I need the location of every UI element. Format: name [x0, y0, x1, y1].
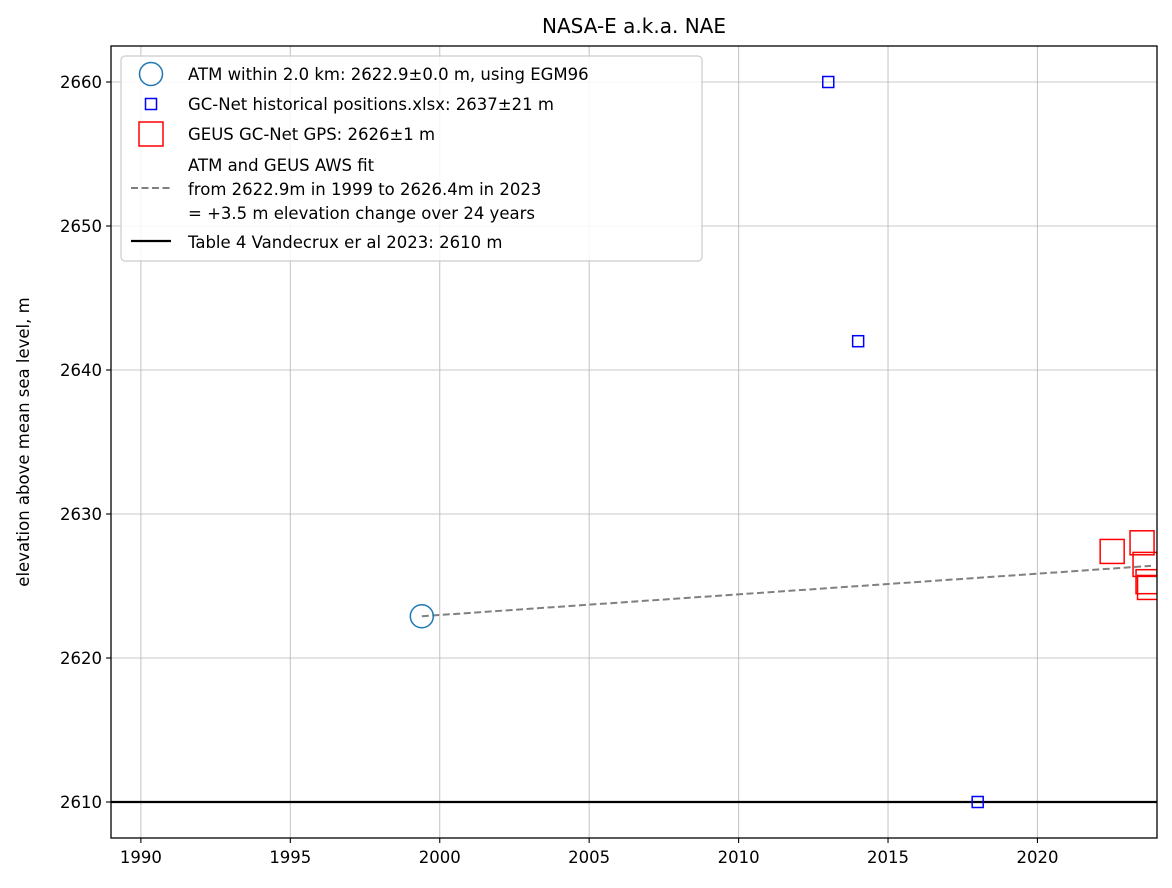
- x-tick-label: 1990: [120, 848, 162, 867]
- y-tick-label: 2630: [60, 505, 102, 524]
- axes: 1990 1995 2000 2005 2010 2015 2020 2610 2620 2630…: [60, 45, 1158, 867]
- atm-point: [409, 603, 435, 629]
- geus-point: [1132, 551, 1157, 578]
- x-tick-label: 2015: [867, 848, 909, 867]
- geus-point: [1135, 568, 1157, 595]
- legend-box: [120, 55, 703, 262]
- x-tick-label: 2005: [568, 848, 610, 867]
- geus-point: [1136, 574, 1157, 601]
- y-tick-label: 2610: [60, 793, 102, 812]
- geus-point: [1129, 530, 1155, 556]
- x-tick-label: 2010: [718, 848, 760, 867]
- plot-area: [111, 75, 1157, 809]
- y-tick-label: 2620: [60, 649, 102, 668]
- legend-label-fit: from 2622.9m in 1999 to 2626.4m in 2023: [188, 180, 541, 199]
- plot-frame: [110, 45, 1158, 839]
- legend-label-gcnet: GC-Net historical positions.xlsx: 2637±2…: [188, 95, 554, 114]
- legend-label-reference: Table 4 Vandecrux er al 2023: 2610 m: [187, 233, 502, 252]
- y-tick-label: 2650: [60, 217, 102, 236]
- gcnet-point: [822, 75, 835, 89]
- legend-label-geus: GEUS GC-Net GPS: 2626±1 m: [188, 125, 435, 144]
- x-tick-label: 2000: [419, 848, 461, 867]
- gcnet-point: [851, 334, 865, 348]
- y-axis-label: elevation above mean sea level, m: [14, 297, 33, 586]
- x-tick-label: 2020: [1016, 848, 1058, 867]
- chart-title: NASA-E a.k.a. NAE: [542, 14, 726, 38]
- legend-label-fit: ATM and GEUS AWS fit: [188, 156, 375, 175]
- geus-point: [1099, 538, 1125, 565]
- legend-marker-geus: [138, 121, 164, 147]
- x-tick-label: 1995: [269, 848, 311, 867]
- y-tick-label: 2640: [60, 361, 102, 380]
- y-tick-label: 2660: [60, 73, 102, 92]
- legend-marker-gcnet: [144, 97, 158, 111]
- gcnet-point: [971, 795, 984, 809]
- legend: ATM within 2.0 km: 2622.9±0.0 m, using E…: [120, 55, 703, 262]
- fit-line: [421, 564, 1152, 618]
- legend-label-fit: = +3.5 m elevation change over 24 years: [188, 204, 535, 223]
- legend-label-atm: ATM within 2.0 km: 2622.9±0.0 m, using E…: [188, 65, 589, 84]
- legend-marker-atm: [138, 61, 164, 87]
